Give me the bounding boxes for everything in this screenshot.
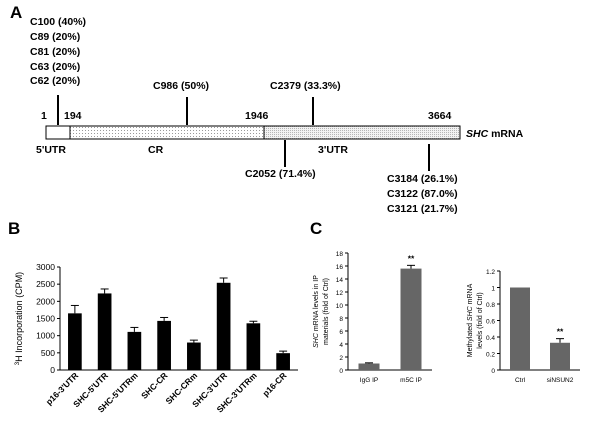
chart-b-y-axis-title: 3H Incorporation (CPM) [14,272,24,365]
chart-c-right-y-tick-label: 0.8 [486,302,495,309]
chart-b-y-tick-label: 1000 [36,331,55,341]
chart-c-left-y-axis-title: SHC mRNA levels in IP [313,275,320,348]
chart-b-y-tick-label: 2000 [36,296,55,306]
chart-c-left-y-tick-label: 16 [336,264,344,271]
chart-c-right-y-tick-label: 0 [491,368,495,375]
gene-label: SHC mRNA [466,128,524,140]
chart-c-left-x-tick-label: m5C IP [400,377,422,384]
panel-label-b: B [8,219,20,238]
chart-c-right-x-tick-label: Ctrl [515,377,526,384]
panel-label-c: C [310,219,322,238]
chart-c-left-y-tick-label: 18 [336,251,344,258]
chart-c-left-y-tick-label: 2 [339,355,343,362]
chart-c-right-x-tick-label: siNSUN2 [547,377,574,384]
site-label-c2052: C2052 (71.4%) [245,168,316,180]
site-label: C3121 (21.7%) [387,203,458,215]
chart-b-y-tick-label: 3000 [36,262,55,272]
chart-c-right-y-tick-label: 0.6 [486,319,495,326]
region-cr-box [69,125,265,140]
chart-c-left-y-axis-title: materials (fold of Ctrl) [323,278,330,345]
chart-c-left-significance: ** [408,253,415,263]
position-1946: 1946 [245,110,269,122]
chart-c-right: 0 0.2 0.4 0.6 0.8 1 1.2 Ctrl ** siNSUN2 Methylated… [467,269,580,384]
site-label: C3122 (87.0%) [387,188,458,200]
chart-b-y-tick-label: 500 [41,348,55,358]
chart-c-right-significance: ** [557,327,564,337]
chart-c-right-bar [510,287,530,370]
chart-c-left-x-tick-label: IgG IP [360,377,378,384]
chart-c-left-y-tick-label: 6 [339,329,343,336]
site-label-c2379: C2379 (33.3%) [270,80,341,92]
site-label: C62 (20%) [30,75,80,87]
site-label-c986: C986 (50%) [153,80,209,92]
chart-b-bar [246,323,261,370]
region-5utr-box [45,125,71,140]
site-list-3utr: C3184 (26.1%) C3122 (87.0%) C3121 (21.7%… [387,173,458,215]
chart-b-y-axis-title-sup: 3 [15,361,21,365]
gene-name: SHC [466,128,489,140]
chart-c-left-bar [400,268,422,370]
chart-b-bar [97,293,112,370]
chart-c-right-y-tick-label: 1.2 [486,269,495,276]
position-start: 1 [41,110,47,122]
chart-c-right-y-axis-title: Methylated SHC mRNA [467,283,474,357]
chart-b-y-tick-label: 0 [50,365,55,375]
chart-b-y-tick-label: 1500 [36,314,55,324]
site-list-5utr: C100 (40%) C89 (20%) C81 (20%) C63 (20%)… [30,16,86,87]
site-label: C81 (20%) [30,46,80,58]
chart-b-bar [187,342,201,370]
chart-c-right-y-tick-label: 0.2 [486,352,495,359]
site-label: C63 (20%) [30,61,80,73]
region-label-5utr: 5'UTR [36,144,66,156]
site-label: C89 (20%) [30,31,80,43]
region-label-3utr: 3'UTR [318,144,348,156]
site-label: C3184 (26.1%) [387,173,458,185]
chart-b-y-axis-title-text: H Incorporation (CPM) [14,272,24,362]
chart-c-left-y-tick-label: 12 [336,290,344,297]
chart-c-left-y-tick-label: 0 [339,368,343,375]
chart-c-left-bar [358,363,380,370]
position-3664: 3664 [428,110,452,122]
chart-b-bar [68,313,82,370]
chart-c-left-y-tick-label: 4 [339,342,343,349]
chart-c-right-y-axis-title: levels (fold of Ctrl) [477,292,484,348]
chart-c-left-y-tick-label: 14 [336,277,344,284]
chart-c-right-y-tick-label: 0.4 [486,335,495,342]
chart-b-x-tick-label: p16-CR [260,370,288,398]
gene-suffix: mRNA [488,128,523,140]
chart-b-bar [216,282,231,370]
chart-b-y-tick-label: 2500 [36,279,55,289]
chart-b-bar [276,353,290,370]
chart-b-bar [157,320,171,370]
chart-c-right-bar [550,342,570,370]
panel-label-a: A [10,3,22,22]
chart-c-right-y-tick-label: 1 [491,286,495,293]
chart-c-left-y-tick-label: 10 [336,303,344,310]
chart-b: 050010001500200025003000p16-3'UTRSHC-5'U… [14,262,298,415]
position-194: 194 [64,110,82,122]
chart-c-left: 0 2 4 6 8 10 12 14 16 18 IgG IP ** m5C IP SHC mRNA le… [313,251,432,384]
region-label-cr: CR [148,144,164,156]
chart-c-left-y-tick-label: 8 [339,316,343,323]
site-label: C100 (40%) [30,16,86,28]
region-3utr-box [263,125,461,140]
chart-b-bar [127,331,142,370]
